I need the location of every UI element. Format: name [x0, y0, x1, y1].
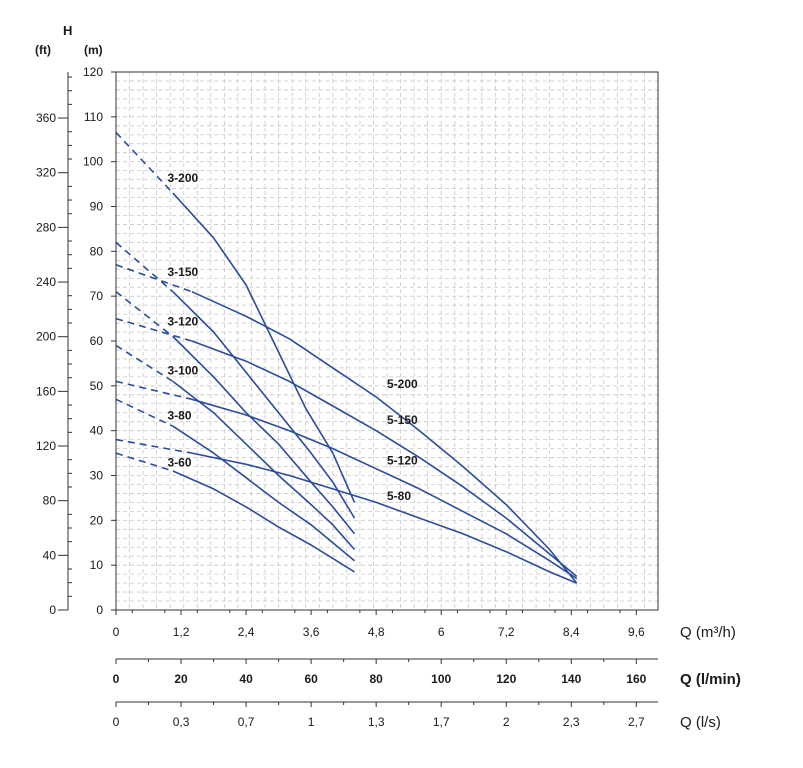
- q-lmin-tick-label: 160: [626, 672, 646, 686]
- curve-dashed-3-120: [115, 291, 174, 338]
- q-ls-unit-label: Q (l/s): [680, 714, 721, 731]
- curve-dashed-5-120: [115, 380, 193, 401]
- curve-label: 5-80: [387, 489, 411, 503]
- m-tick-label: 30: [90, 469, 104, 483]
- q-lmin-tick-label: 40: [239, 672, 253, 686]
- curve-dashed-5-80: [115, 438, 193, 454]
- curve-label: 3-60: [167, 456, 191, 470]
- curve-label: 5-150: [387, 413, 418, 427]
- q-ls-tick-label: 1,3: [368, 715, 385, 729]
- q-lmin-tick-label: 80: [369, 672, 383, 686]
- curve-dashed-5-150: [115, 317, 193, 342]
- q-lmin-tick-label: 20: [174, 672, 188, 686]
- m-tick-label: 50: [90, 379, 104, 393]
- q-ls-tick-label: 2: [503, 715, 510, 729]
- curve-label: 5-120: [387, 453, 418, 467]
- ft-tick-label: 40: [43, 548, 57, 562]
- q-m3h-tick-label: 2,4: [238, 625, 255, 639]
- q-m3h-unit-label: Q (m³/h): [680, 624, 736, 641]
- curve-labels: 3-200 3-150 3-120 3-100 3-80 3-60 5-200 5-150 5-…: [167, 171, 418, 503]
- curve-label: 3-80: [167, 408, 191, 422]
- q-m3h-tick-label: 6: [438, 625, 445, 639]
- q-lmin-tick-label: 100: [431, 672, 451, 686]
- curve-dashed-3-80: [115, 398, 174, 427]
- curve-dashed-3-150: [115, 241, 174, 293]
- curve-3-120: [172, 335, 356, 535]
- curve-dashed-3-60: [115, 452, 174, 472]
- curve-3-80: [172, 425, 356, 562]
- q-m3h-tick-label: 7,2: [498, 625, 515, 639]
- q-lmin-tick-label: 0: [113, 672, 120, 686]
- q-lmin-tick-label: 120: [496, 672, 516, 686]
- q-m3h-tick-label: 4,8: [368, 625, 385, 639]
- pump-curves: [115, 131, 578, 584]
- curve-3-150: [172, 291, 356, 519]
- ft-unit-label: (ft): [35, 43, 51, 57]
- m-tick-label: 100: [83, 155, 103, 169]
- m-tick-label: 110: [84, 110, 103, 124]
- m-tick-label: 40: [90, 424, 104, 438]
- m-unit-label: (m): [84, 43, 103, 57]
- curve-label: 3-100: [167, 364, 198, 378]
- m-tick-label: 60: [90, 334, 104, 348]
- m-tick-label: 10: [90, 558, 104, 572]
- ft-tick-label: 160: [36, 384, 56, 398]
- q-ls-tick-label: 0: [113, 715, 120, 729]
- q-ls-tick-label: 0,3: [173, 715, 190, 729]
- q-lmin-unit-label: Q (l/min): [680, 671, 741, 688]
- q-ls-tick-label: 0,7: [238, 715, 255, 729]
- curve-3-200: [172, 192, 356, 503]
- grid: [115, 71, 659, 611]
- tick-labels: 0102030405060708090100110120040801201602…: [36, 65, 647, 729]
- ft-tick-label: 360: [36, 111, 56, 125]
- q-ls-tick-label: 1: [308, 715, 315, 729]
- ft-tick-label: 0: [49, 603, 56, 617]
- curve-5-200: [191, 290, 578, 584]
- axes: [58, 71, 659, 707]
- curve-label: 5-200: [387, 377, 418, 391]
- m-tick-label: 20: [90, 513, 104, 527]
- curve-5-120: [191, 398, 578, 580]
- curve-5-80: [191, 452, 578, 584]
- q-lmin-tick-label: 140: [561, 672, 581, 686]
- ft-tick-label: 200: [36, 330, 56, 344]
- q-ls-tick-label: 2,3: [563, 715, 580, 729]
- curve-dashed-5-200: [115, 264, 193, 293]
- q-m3h-tick-label: 3,6: [303, 625, 320, 639]
- ft-tick-label: 240: [36, 275, 56, 289]
- m-tick-label: 90: [90, 200, 104, 214]
- q-m3h-tick-label: 0: [113, 625, 120, 639]
- curve-label: 3-120: [167, 314, 198, 328]
- ft-tick-label: 80: [43, 494, 57, 508]
- ft-tick-label: 280: [36, 220, 56, 234]
- m-tick-label: 80: [90, 244, 104, 258]
- q-ls-tick-label: 1,7: [433, 715, 450, 729]
- m-tick-label: 0: [96, 603, 103, 617]
- m-tick-label: 120: [83, 65, 103, 79]
- q-ls-tick-label: 2,7: [628, 715, 645, 729]
- ft-tick-label: 320: [36, 166, 56, 180]
- q-m3h-tick-label: 8,4: [563, 625, 580, 639]
- h-axis-label: H: [63, 23, 72, 38]
- curve-3-100: [172, 380, 356, 551]
- q-m3h-tick-label: 9,6: [628, 625, 645, 639]
- q-lmin-tick-label: 60: [304, 672, 318, 686]
- m-tick-label: 70: [90, 289, 104, 303]
- curve-3-60: [172, 470, 355, 573]
- curve-dashed-3-200: [115, 131, 174, 194]
- ft-tick-label: 120: [36, 439, 56, 453]
- curve-label: 3-200: [167, 171, 198, 185]
- q-m3h-tick-label: 1,2: [173, 625, 190, 639]
- curve-dashed-3-100: [115, 344, 174, 383]
- curve-label: 3-150: [167, 265, 198, 279]
- curve-5-150: [191, 340, 578, 578]
